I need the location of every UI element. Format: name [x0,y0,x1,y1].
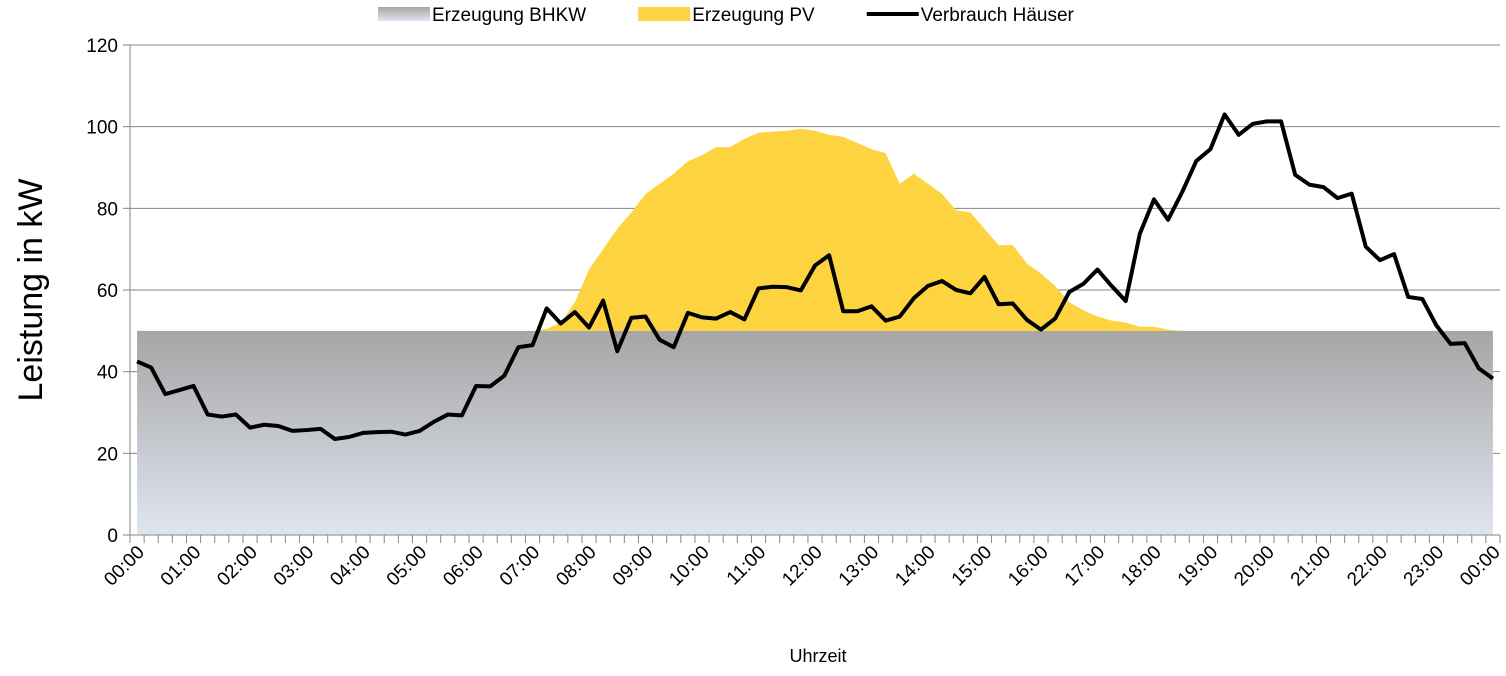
legend-item: Erzeugung PV [638,5,815,26]
y-tick-label: 80 [97,199,118,220]
legend-label: Erzeugung BHKW [432,5,586,26]
line [136,112,1495,442]
x-tick-label: 23:00 [1400,542,1448,590]
x-tick-label: 08:00 [552,542,600,590]
x-tick-label: 13:00 [835,542,883,590]
x-tick-label: 16:00 [1004,542,1052,590]
x-tick-label: 14:00 [891,542,939,590]
x-tick-label: 09:00 [609,542,657,590]
x-tick-label: 00:00 [1456,542,1504,590]
x-tick-label: 04:00 [326,542,374,590]
y-tick-label: 0 [107,526,118,547]
x-tick-label: 01:00 [157,542,205,590]
y-tick-label: 60 [97,281,118,302]
legend-swatch [378,7,430,21]
x-tick-label: 20:00 [1230,542,1278,590]
x-tick-label: 22:00 [1343,542,1391,590]
x-tick-label: 02:00 [213,542,261,590]
y-tick-label: 120 [86,36,118,57]
x-tick-label: 17:00 [1061,542,1109,590]
x-tick-label: 03:00 [270,542,318,590]
x-tick-label: 06:00 [439,542,487,590]
area [137,330,1493,535]
legend-swatch [638,7,691,21]
x-tick-label: 19:00 [1174,542,1222,590]
x-tick-label: 11:00 [723,542,770,589]
y-tick-label: 100 [86,118,118,139]
y-axis-title: Leistung in kW [12,179,50,402]
x-axis-title: Uhrzeit [789,646,846,666]
area [137,128,1493,331]
legend-label: Verbrauch Häuser [921,5,1075,26]
x-tick-label: 15:00 [948,542,996,590]
x-tick-label: 12:00 [778,542,826,590]
x-tick-label: 00:00 [100,542,148,590]
y-tick-label: 40 [97,363,118,384]
legend-item: Erzeugung BHKW [378,5,586,26]
x-tick-label: 05:00 [383,542,431,590]
x-tick-label: 21:00 [1287,542,1335,590]
legend-item: Verbrauch Häuser [866,5,1075,26]
x-tick-label: 10:00 [665,542,713,590]
x-tick-label: 18:00 [1117,542,1165,590]
legend-label: Erzeugung PV [692,5,815,26]
y-tick-label: 20 [97,444,118,465]
x-tick-label: 07:00 [496,542,544,590]
